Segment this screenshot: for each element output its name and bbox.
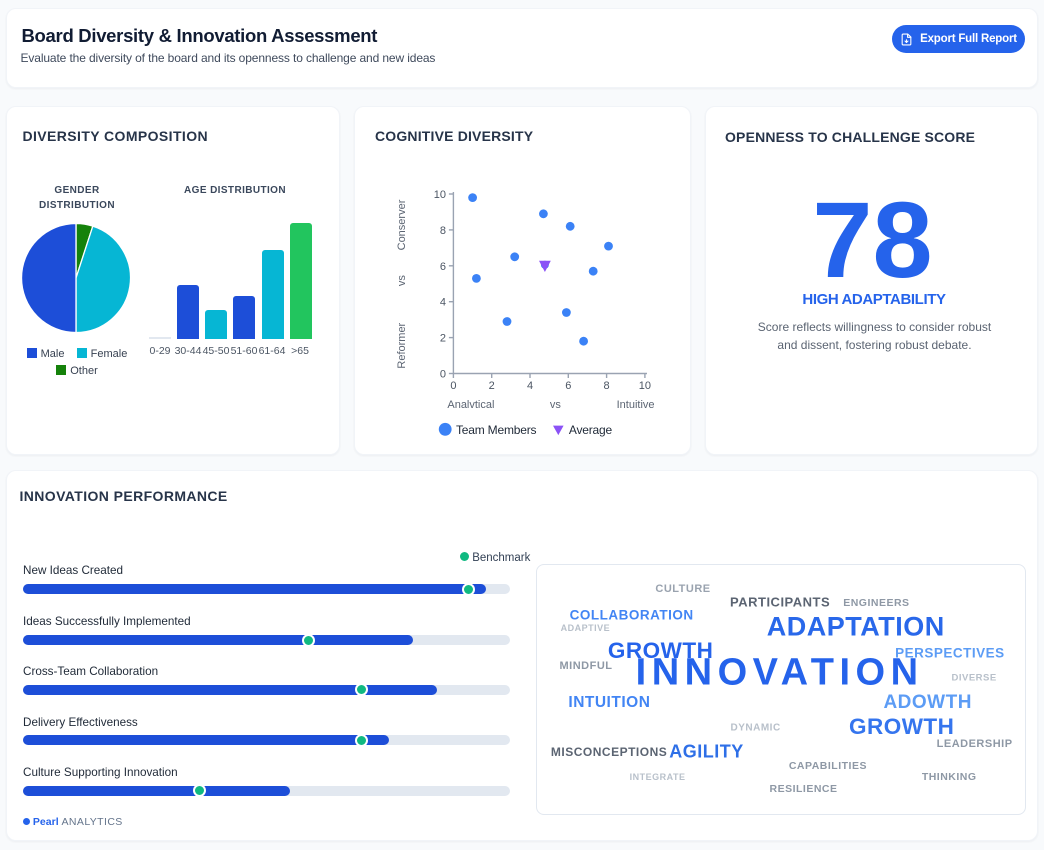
svg-text:10: 10 (434, 189, 446, 201)
svg-text:2: 2 (440, 333, 446, 345)
svg-text:4: 4 (527, 380, 533, 392)
svg-text:6: 6 (440, 261, 446, 273)
svg-text:6: 6 (565, 380, 571, 392)
svg-text:2: 2 (489, 380, 495, 392)
svg-text:8: 8 (604, 380, 610, 392)
svg-text:Intuitive: Intuitive (617, 399, 655, 411)
svg-text:Reformer: Reformer (396, 322, 408, 368)
svg-text:0: 0 (450, 380, 456, 392)
svg-text:8: 8 (440, 225, 446, 237)
svg-text:10: 10 (639, 380, 651, 392)
svg-text:vs: vs (396, 275, 408, 287)
svg-text:Team Members: Team Members (456, 423, 536, 437)
svg-text:Average: Average (569, 423, 613, 437)
svg-text:4: 4 (440, 297, 446, 309)
svg-text:0: 0 (440, 369, 446, 381)
svg-text:Conserver: Conserver (396, 199, 408, 250)
svg-text:Analvtical: Analvtical (447, 399, 494, 411)
svg-text:vs: vs (550, 399, 562, 411)
